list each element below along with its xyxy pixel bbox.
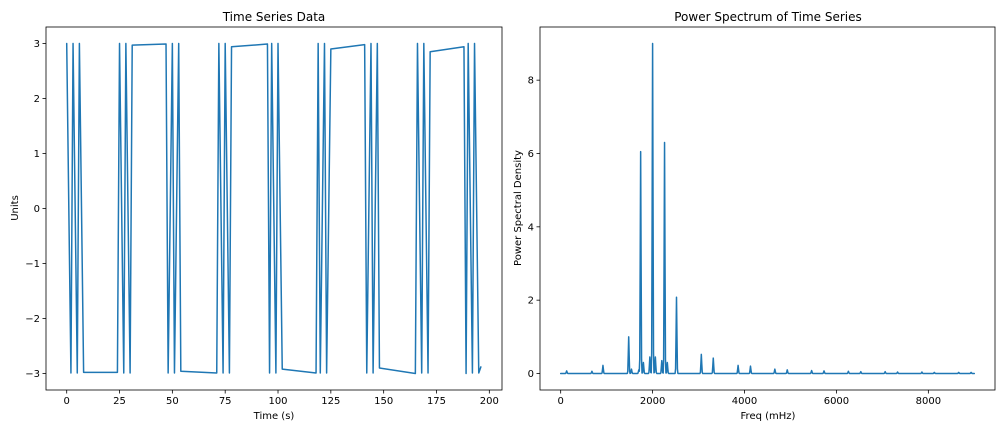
time-series-panel: Time Series Data 0 25 50 75 100 125 150 175 200 … (10, 10, 503, 422)
power-spectrum-y-tick-label: 0 (528, 369, 534, 380)
power-spectrum-series-line (559, 42, 976, 375)
power-spectrum-y-tick-label: 2 (528, 296, 534, 307)
power-spectrum-x-tick-label: 0 (557, 396, 563, 407)
power-spectrum-y-ticks: 0 2 4 6 8 (528, 76, 540, 380)
time-series-y-tick-label: 1 (34, 149, 40, 160)
time-series-x-tick-label: 0 (64, 396, 70, 407)
power-spectrum-x-tick-label: 2000 (640, 396, 665, 407)
time-series-y-axis-label: Units (10, 195, 21, 221)
time-series-x-tick-label: 125 (321, 396, 340, 407)
power-spectrum-x-tick-label: 8000 (916, 396, 941, 407)
time-series-y-tick-label: −1 (25, 259, 40, 270)
power-spectrum-y-tick-label: 4 (528, 222, 534, 233)
time-series-x-tick-label: 25 (113, 396, 126, 407)
power-spectrum-panel: Power Spectrum of Time Series 0 2000 4000 6… (513, 10, 996, 422)
time-series-y-tick-label: 2 (34, 94, 40, 105)
time-series-x-tick-label: 100 (268, 396, 287, 407)
power-spectrum-x-axis-label: Freq (mHz) (741, 411, 796, 422)
time-series-x-axis-label: Time (s) (253, 411, 295, 422)
time-series-x-tick-label: 75 (219, 396, 232, 407)
power-spectrum-y-tick-label: 6 (528, 149, 534, 160)
time-series-series-line (65, 42, 482, 375)
time-series-x-ticks: 0 25 50 75 100 125 150 175 200 (64, 390, 499, 407)
time-series-x-tick-label: 175 (427, 396, 446, 407)
power-spectrum-y-tick-label: 8 (528, 76, 534, 87)
time-series-y-tick-label: −2 (25, 314, 40, 325)
time-series-y-tick-label: 0 (34, 204, 40, 215)
power-spectrum-axes-frame (539, 26, 996, 391)
power-spectrum-x-tick-label: 4000 (732, 396, 757, 407)
power-spectrum-x-ticks: 0 2000 4000 6000 8000 (557, 390, 941, 407)
time-series-x-tick-label: 50 (166, 396, 179, 407)
power-spectrum-plot-area (559, 42, 976, 375)
time-series-x-tick-label: 150 (374, 396, 393, 407)
time-series-plot-area (65, 42, 482, 375)
power-spectrum-x-tick-label: 6000 (824, 396, 849, 407)
time-series-y-tick-label: 3 (34, 39, 40, 50)
power-spectrum-title: Power Spectrum of Time Series (674, 10, 862, 24)
power-spectrum-y-axis-label: Power Spectral Density (513, 150, 524, 266)
time-series-x-tick-label: 200 (480, 396, 499, 407)
time-series-y-tick-label: −3 (25, 369, 40, 380)
time-series-title: Time Series Data (222, 10, 326, 24)
time-series-y-ticks: −3 −2 −1 0 1 2 3 (25, 39, 46, 380)
